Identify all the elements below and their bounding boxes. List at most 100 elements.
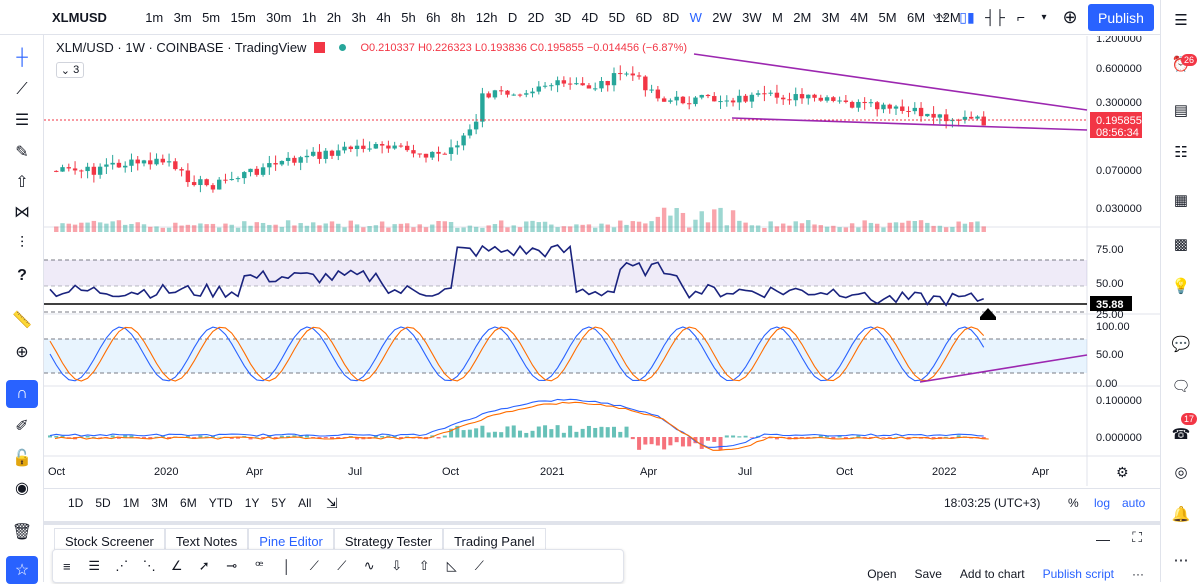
draw-head-shoulders-icon[interactable]: ꟹ: [255, 558, 264, 573]
calendar-icon[interactable]: ▦: [1173, 192, 1189, 209]
resistance-trendline[interactable]: [693, 53, 1088, 111]
maximize-panel-icon[interactable]: ⛶: [1132, 529, 1142, 545]
draw-up-icon[interactable]: ⇧: [418, 558, 430, 573]
zoom-icon[interactable]: ⊕: [15, 344, 29, 361]
interval-5h[interactable]: 5h: [401, 10, 416, 25]
interval-3h[interactable]: 3h: [351, 10, 366, 25]
chart-settings-gear-icon[interactable]: ⚙: [1116, 465, 1129, 481]
action-0[interactable]: Open: [867, 567, 897, 581]
draw-curve-icon[interactable]: ∿: [363, 558, 375, 573]
minimize-panel-icon[interactable]: —: [1096, 531, 1110, 547]
clock-time[interactable]: 18:03:25 (UTC+3): [944, 496, 1041, 510]
news-icon[interactable]: ☷: [1174, 144, 1188, 161]
draw-arrow-icon[interactable]: ➚: [198, 558, 210, 573]
flag-icon[interactable]: [314, 42, 326, 53]
draw-triangle-icon[interactable]: ◺: [446, 558, 457, 573]
range-3m[interactable]: 3M: [151, 496, 169, 510]
draw-trend-icon[interactable]: ⟋: [309, 558, 319, 573]
range-6m[interactable]: 6M: [180, 496, 197, 510]
draw-parallel-icon[interactable]: ⟋: [337, 558, 347, 573]
draw-extended-icon[interactable]: ⟋: [474, 558, 484, 573]
star-icon[interactable]: ☆: [6, 556, 38, 584]
percent-toggle[interactable]: %: [1068, 496, 1079, 510]
interval-15m[interactable]: 15m: [230, 10, 256, 25]
step-chart-icon[interactable]: ⌐: [1016, 9, 1026, 25]
fib-icon[interactable]: ☰: [14, 112, 30, 129]
publish-button[interactable]: Publish: [1088, 4, 1154, 31]
lightbulb-icon[interactable]: 💡: [1171, 278, 1191, 295]
legend-title[interactable]: XLM/USD · 1W · COINBASE · TradingView: [56, 40, 307, 55]
range-1m[interactable]: 1M: [122, 496, 140, 510]
interval-5m[interactable]: 5m: [202, 10, 221, 25]
trend-line-icon[interactable]: ⟋: [16, 81, 28, 98]
interval-3M[interactable]: 3M: [821, 10, 840, 25]
interval-2h[interactable]: 2h: [326, 10, 342, 25]
interval-4D[interactable]: 4D: [581, 10, 599, 25]
interval-1m[interactable]: 1m: [145, 10, 164, 25]
interval-8h[interactable]: 8h: [450, 10, 466, 25]
magnet-icon[interactable]: ∩: [6, 380, 38, 408]
more-icon[interactable]: ⋯: [1173, 552, 1189, 569]
interval-3D[interactable]: 3D: [554, 10, 572, 25]
interval-30m[interactable]: 30m: [266, 10, 292, 25]
auto-toggle[interactable]: auto: [1122, 496, 1146, 510]
interval-6h[interactable]: 6h: [426, 10, 441, 25]
trash-icon[interactable]: 🗑: [11, 524, 33, 541]
support-trendline[interactable]: [731, 117, 1088, 131]
draw-abcd-icon[interactable]: ⋱: [142, 558, 156, 573]
interval-2M[interactable]: 2M: [793, 10, 812, 25]
chart-area[interactable]: 1.200000 0.600000 0.300000 0.070000 0.030000…: [44, 36, 1160, 486]
lock-icon[interactable]: 🔓: [12, 450, 32, 467]
interval-4h[interactable]: 4h: [376, 10, 391, 25]
interval-6M[interactable]: 6M: [906, 10, 926, 25]
action-2[interactable]: Add to chart: [959, 567, 1025, 581]
interval-5M[interactable]: 5M: [878, 10, 897, 25]
interval-M[interactable]: M: [772, 10, 783, 25]
range-5y[interactable]: 5Y: [271, 496, 287, 510]
ruler-icon[interactable]: 📏: [12, 312, 32, 329]
brush-icon[interactable]: ✎: [15, 144, 29, 161]
date-range-icon[interactable]: ⇲: [326, 495, 338, 511]
draw-angle-icon[interactable]: ∠: [170, 558, 183, 573]
chats-icon[interactable]: 🗨: [1171, 378, 1191, 395]
arrow-up-icon[interactable]: ⇧: [15, 174, 29, 191]
range-1y[interactable]: 1Y: [244, 496, 260, 510]
range-all[interactable]: All: [298, 496, 312, 510]
lock-drawing-icon[interactable]: ✐: [15, 418, 29, 435]
calculator-icon[interactable]: ▩: [1173, 236, 1189, 253]
action-4[interactable]: ···: [1132, 567, 1144, 581]
interval-12M[interactable]: 12M: [935, 10, 961, 25]
interval-12h[interactable]: 12h: [475, 10, 498, 25]
pattern-icon[interactable]: ⋈: [14, 204, 30, 221]
bars-icon[interactable]: ┤├: [985, 9, 1005, 25]
interval-1h[interactable]: 1h: [301, 10, 317, 25]
broadcast-icon[interactable]: ◎: [1174, 464, 1188, 481]
draw-ray-icon[interactable]: ⊸: [226, 558, 238, 573]
stoch-trendline[interactable]: [919, 354, 1088, 383]
range-1d[interactable]: 1D: [68, 496, 84, 510]
candles-icon[interactable]: ▯▮: [959, 8, 975, 25]
interval-6D[interactable]: 6D: [635, 10, 653, 25]
symbol-search[interactable]: XLMUSD: [52, 9, 107, 25]
log-toggle[interactable]: log: [1094, 496, 1111, 510]
interval-5D[interactable]: 5D: [608, 10, 626, 25]
draw-vline-icon[interactable]: │: [282, 558, 291, 574]
watchlist-menu-icon[interactable]: ☰: [1174, 12, 1188, 29]
chevron-down-icon[interactable]: ▾: [1041, 11, 1047, 23]
bell-icon[interactable]: 🔔: [1171, 506, 1191, 523]
data-window-icon[interactable]: ▤: [1173, 102, 1189, 119]
interval-8D[interactable]: 8D: [662, 10, 680, 25]
crosshair-icon[interactable]: ┼: [16, 49, 28, 66]
legend-collapse-button[interactable]: ⌄ 3: [56, 62, 84, 78]
action-1[interactable]: Save: [914, 567, 942, 581]
interval-2W[interactable]: 2W: [712, 10, 732, 25]
range-5d[interactable]: 5D: [95, 496, 111, 510]
tab-stock-screener[interactable]: Stock Screener: [54, 528, 165, 554]
interval-2D[interactable]: 2D: [527, 10, 545, 25]
streams-icon[interactable]: ☎: [1171, 426, 1191, 443]
action-3[interactable]: Publish script: [1042, 567, 1114, 581]
help-icon[interactable]: ?: [17, 267, 27, 284]
draw-fib-icon[interactable]: ☰: [88, 558, 101, 573]
draw-lines-icon[interactable]: ≡: [62, 558, 71, 574]
interval-3m[interactable]: 3m: [173, 10, 192, 25]
